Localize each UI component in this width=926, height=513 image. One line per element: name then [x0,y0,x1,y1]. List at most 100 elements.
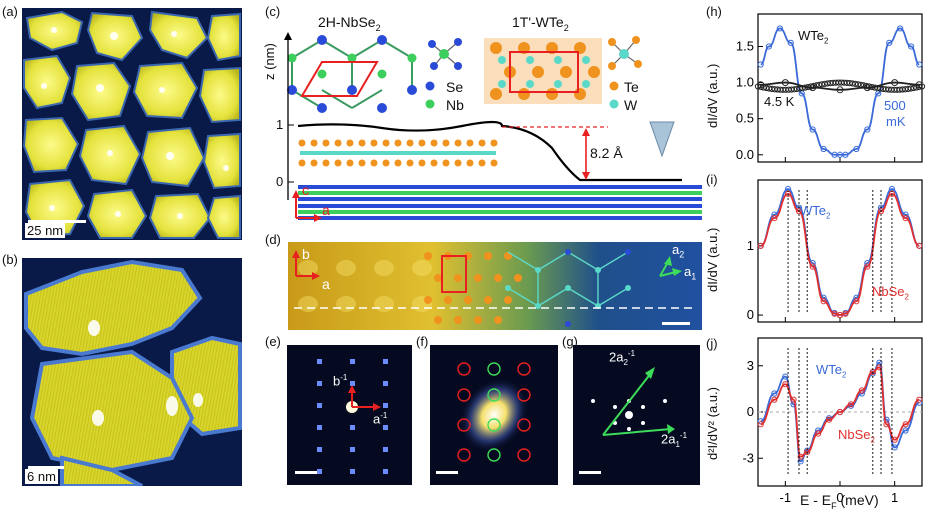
series-line-j-1 [760,366,920,458]
stm-islands-a [22,10,241,239]
panel-label-a: (a) [2,4,18,19]
panel-label-e: (e) [265,334,281,349]
data-point-h-0 [886,39,893,46]
data-point-h-45k [918,83,926,90]
data-point-j-0 [797,458,804,465]
ylabel-i: dI/dV (a.u.) [705,227,720,292]
legend-nb: Nb [446,97,464,113]
data-point-h-45k [757,83,764,91]
data-point-h-0 [842,151,849,158]
data-point-i-1 [916,242,923,249]
data-point-h-45k [799,85,806,92]
step-height-label: 8.2 Å [590,145,623,161]
ytick-label-j: 0 [747,404,754,419]
i-label-nbse2: NbSe2 [872,284,909,302]
scalebar-label-a: 25 nm [25,223,66,238]
ytick-label-h: 0.5 [736,111,754,126]
data-point-h-45k [760,84,767,91]
g-a2-inverse: 2a2-1 [609,349,636,367]
data-point-h-0 [820,145,827,153]
height-profile [297,120,682,182]
data-point-h-0 [787,39,794,46]
legend-w-dot [609,99,619,109]
e-a-inverse: a-1 [373,411,388,427]
stm-image-d: b a a2 a1 [288,242,702,330]
data-point-i-1 [809,263,816,270]
legend-te-dot [609,81,619,91]
data-point-h-0 [864,126,871,133]
legend-te: Te [624,79,639,95]
i-label-wte2: WTe2 [800,203,831,221]
panel-label-j: (j) [706,336,718,351]
stm-image-a: 25 nm [22,8,242,240]
data-point-j-1 [858,387,865,394]
data-point-h-45k [866,83,873,90]
legend-nb-dot [425,99,435,109]
data-point-h-0 [809,126,816,133]
panel-label-c: (c) [265,4,281,19]
nbse2-cluster-icon [428,38,462,70]
data-point-h-45k [916,83,923,91]
h-label-45k: 4.5 K [764,94,795,109]
nbse2-substrate [298,185,702,220]
fft-image-g: 2a2-1 2a1-1 [573,345,700,485]
plot-h: 1.5 1.0 0.5 0.0 [736,13,926,163]
legend-se: Se [446,79,464,95]
ytick-label-h: 1.0 [736,75,754,90]
legend-se-dot [425,81,435,91]
data-point-j-1 [876,364,883,371]
data-point-h-45k [857,81,864,88]
data-point-h-1 [836,86,844,94]
ylabel-h: dI/dV (a.u.) [705,63,720,128]
panel-label-d: (d) [265,232,281,247]
xtick-label-j: 1 [891,490,898,505]
data-point-h-0 [897,25,904,32]
data-point-h-0 [916,61,923,68]
data-point-i-1 [771,214,778,222]
data-point-h-45k [754,83,762,90]
data-point-h-0 [853,145,860,153]
ytick-label-h: 0.0 [736,147,754,162]
ylabel-j: d²I/dV² (a.u.) [705,387,720,460]
data-point-j-1 [771,396,778,403]
data-point-i-1 [757,242,764,249]
spectra-plots: 1.51.00.50.0 10 30-3-1 0 1 [736,13,926,505]
stm-tip-icon [649,121,675,158]
data-point-h-45k [807,83,814,90]
data-point-j-1 [836,408,844,416]
panel-c-structure [284,32,702,222]
scalebar-b [28,466,64,469]
panel-label-h: (h) [706,4,722,19]
data-point-h-45k [868,83,876,91]
title-nbse2: 2H-NbSe2 [318,14,381,33]
data-point-i-1 [902,214,909,222]
d-axis-a1: a1 [684,264,697,282]
data-point-h-0 [765,43,773,50]
wte2-lattice [484,38,602,104]
scalebar-a [28,220,86,223]
data-point-h-45k [852,80,859,87]
data-point-j-0 [876,359,883,366]
data-point-i-1 [864,263,871,270]
data-point-h-45k [796,85,803,92]
data-point-j-0 [790,401,797,408]
wte2-cluster-icon [608,36,642,70]
data-point-i-1 [820,298,827,305]
data-point-h-45k [913,84,920,91]
data-point-j-1 [757,421,764,428]
data-point-j-0 [891,444,898,451]
ytick-label-j: -3 [742,450,754,465]
fft-image-e: b-1 a-1 [287,345,412,485]
title-wte2: 1T'-WTe2 [512,14,569,33]
data-point-h-45k [860,82,867,89]
data-point-j-1 [891,436,898,443]
legend-w: W [624,97,638,113]
panel-label-b: (b) [2,252,18,267]
data-point-j-1 [916,396,923,403]
d-axis-b: b [302,246,310,262]
panel-label-i: (i) [706,172,718,187]
data-point-j-1 [825,416,833,423]
data-point-h-1 [781,79,789,87]
stm-islands-b [24,259,242,486]
e-b-inverse: b-1 [333,373,348,389]
